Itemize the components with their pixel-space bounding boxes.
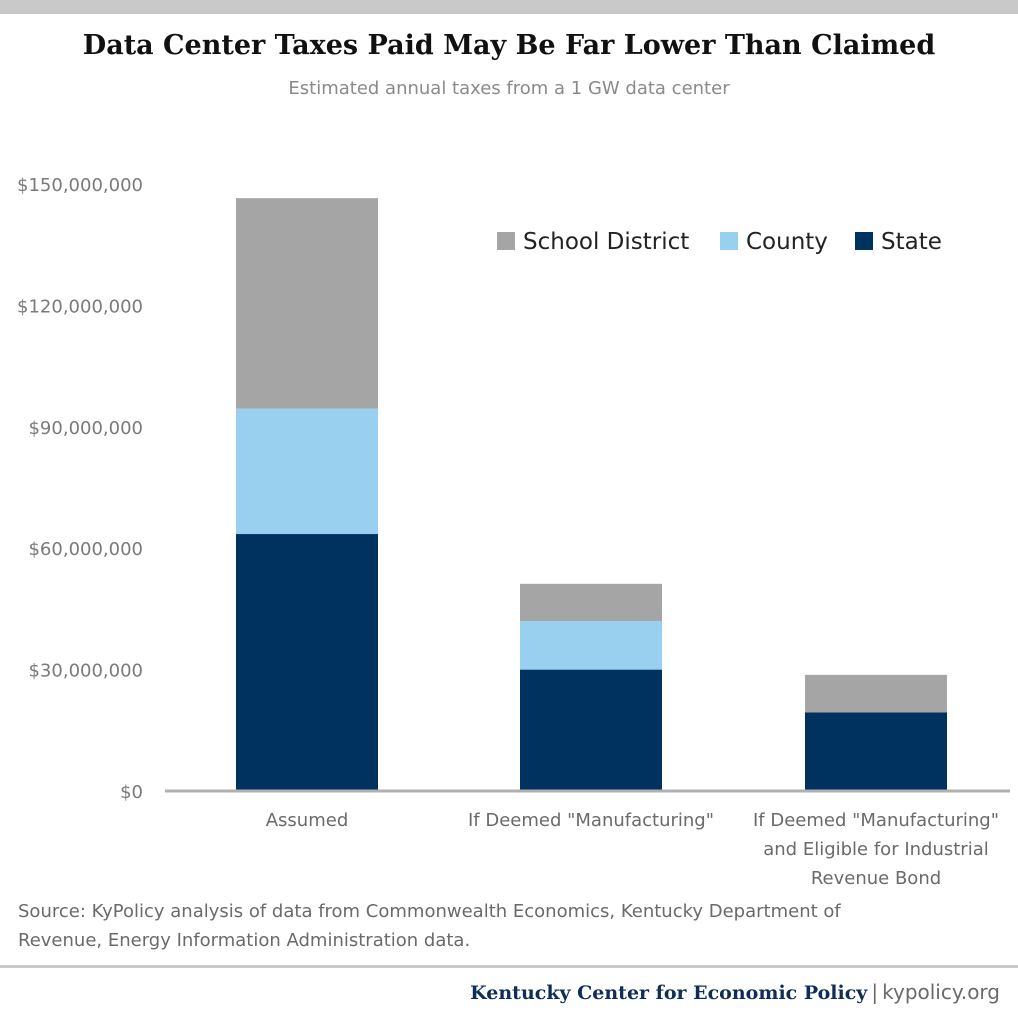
footer: Kentucky Center for Economic Policy | kypo… [470, 980, 1000, 1004]
top-rule [0, 0, 1018, 14]
footer-separator: | [871, 980, 879, 1004]
bar-state [805, 712, 947, 791]
y-tick-label: $0 [120, 782, 143, 803]
bar-county [236, 408, 378, 535]
legend-label: School District [523, 229, 689, 255]
legend-label: State [881, 229, 942, 255]
chart-title: Data Center Taxes Paid May Be Far Lower … [82, 30, 936, 61]
y-tick-label: $150,000,000 [17, 175, 143, 196]
bar-school-district [236, 198, 378, 409]
footer-site-link[interactable]: kypolicy.org [882, 980, 1000, 1004]
bar-state [520, 669, 662, 791]
legend-label: County [746, 229, 828, 255]
x-tick-label: and Eligible for Industrial [763, 839, 989, 860]
bar-county [520, 621, 662, 670]
legend-swatch [497, 232, 515, 250]
stacked-bar-chart: $0 $30,000,000 $60,000,000 $90,000,000 $120,… [17, 175, 1010, 889]
x-tick-label: If Deemed "Manufacturing" [753, 810, 999, 831]
bottom-rule [0, 965, 1018, 968]
y-tick-label: $90,000,000 [28, 418, 143, 439]
footer-org: Kentucky Center for Economic Policy [470, 982, 868, 1004]
x-tick-label: Revenue Bond [811, 868, 941, 889]
bar-school-district [805, 674, 947, 713]
x-tick-label: If Deemed "Manufacturing" [468, 810, 714, 831]
source-note: Source: KyPolicy analysis of data from C… [18, 897, 978, 955]
bar-school-district [520, 583, 662, 622]
chart-subtitle: Estimated annual taxes from a 1 GW data … [288, 78, 730, 99]
y-tick-label: $60,000,000 [28, 539, 143, 560]
source-line-1: Source: KyPolicy analysis of data from C… [18, 901, 841, 922]
legend-swatch [855, 232, 873, 250]
y-tick-label: $120,000,000 [17, 296, 143, 317]
bar-state [236, 534, 378, 791]
legend-swatch [720, 232, 738, 250]
source-line-2: Revenue, Energy Information Administrati… [18, 930, 471, 951]
y-tick-label: $30,000,000 [28, 661, 143, 682]
x-tick-label: Assumed [266, 810, 349, 831]
